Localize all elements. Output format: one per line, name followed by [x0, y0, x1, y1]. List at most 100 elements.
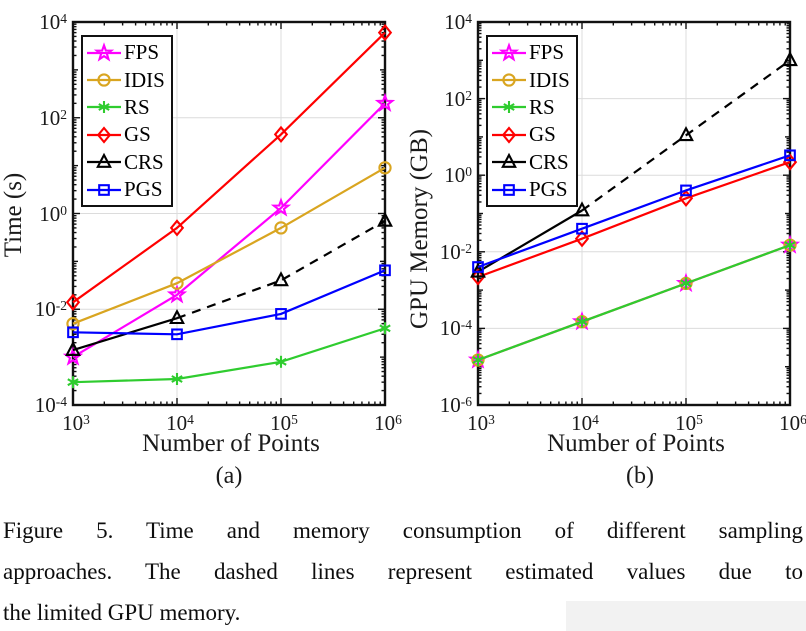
legend-b: FPS IDIS RS GS CRS PGS: [486, 35, 578, 208]
triangle-marker: [169, 308, 185, 325]
legend-item-fps: FPS: [87, 39, 165, 66]
legend-label: GS: [124, 122, 151, 147]
asterisk-swatch-icon: [87, 101, 121, 114]
series-rs: [67, 322, 391, 389]
x-tick-label: 105: [675, 411, 703, 435]
circle-swatch-icon: [87, 73, 121, 87]
circle-marker: [170, 276, 184, 290]
asterisk-marker: [576, 315, 588, 328]
figure-caption: Figure 5. Time and memory consumption of…: [3, 510, 803, 631]
plot-area-a: [62, 20, 396, 407]
x-tick-label: 105: [270, 411, 298, 435]
asterisk-marker: [67, 376, 79, 389]
diamond-swatch-icon: [87, 126, 121, 144]
legend-item-rs: RS: [87, 94, 165, 121]
artifact-box: [566, 601, 806, 631]
triangle-marker: [65, 340, 81, 356]
square-marker: [503, 183, 515, 196]
subfigure-label-b: (b): [626, 463, 654, 489]
circle-swatch-icon: [492, 73, 526, 87]
square-marker: [576, 222, 588, 235]
gridlines: [478, 22, 790, 405]
square-marker: [680, 184, 692, 197]
diamond-swatch-icon: [492, 126, 526, 144]
y-tick-label: 102: [444, 86, 472, 111]
legend-item-gs: GS: [492, 121, 570, 148]
square-marker: [98, 183, 110, 196]
legend-label: IDIS: [529, 67, 570, 92]
series-rs: [472, 239, 796, 366]
caption-line-1: Figure 5. Time and memory consumption of…: [3, 518, 803, 543]
x-axis-label-a: Number of Points: [142, 430, 320, 457]
diamond-marker: [96, 126, 112, 144]
y-tick-label: 100: [39, 201, 67, 226]
y-tick-label: 10-4: [34, 393, 67, 417]
x-tick-label: 104: [571, 411, 599, 435]
legend-label: CRS: [529, 149, 569, 174]
legend-item-rs: RS: [492, 94, 570, 121]
pentagram-swatch-icon: [492, 41, 526, 62]
y-axis-label-gpu-memory: GPU Memory (GB): [406, 129, 433, 329]
circle-marker: [97, 73, 111, 87]
caption-line-2: approaches. The dashed lines represent e…: [3, 559, 803, 584]
x-tick-label: 103: [467, 411, 495, 435]
legend-label: PGS: [529, 177, 568, 202]
plot-border: [476, 20, 792, 407]
triangle-marker: [470, 262, 486, 278]
asterisk-marker: [680, 277, 692, 290]
diamond-marker: [501, 126, 517, 144]
legend-label: PGS: [124, 177, 163, 202]
diamond-marker: [169, 219, 185, 237]
circle-marker: [66, 317, 80, 331]
legend-label: IDIS: [124, 67, 165, 92]
legend-item-idis: IDIS: [87, 66, 165, 93]
legend-label: GS: [529, 122, 556, 147]
y-axis-label-time: Time (s): [0, 172, 27, 258]
x-tick-label: 106: [374, 411, 402, 435]
triangle-marker: [678, 126, 694, 142]
circle-marker: [378, 161, 392, 175]
triangle-marker: [377, 211, 393, 227]
triangle-marker: [96, 152, 112, 169]
legend-label: RS: [124, 94, 150, 119]
y-tick-label: 102: [39, 105, 67, 130]
legend-label: RS: [529, 94, 555, 119]
legend-a: FPS IDIS RS GS CRS PGS: [81, 35, 173, 208]
caption-line-3: the limited GPU memory.: [3, 600, 241, 625]
series-idis: [66, 161, 392, 331]
asterisk-marker: [503, 101, 515, 114]
square-swatch-icon: [492, 183, 526, 196]
x-tick-label: 104: [166, 411, 194, 435]
charts-canvas: [62, 20, 801, 407]
legend-item-crs: CRS: [492, 149, 570, 176]
x-tick-label: 103: [62, 411, 90, 435]
y-tick-label: 104: [39, 10, 67, 34]
legend-label: FPS: [529, 40, 565, 65]
legend-item-pgs: PGS: [87, 176, 165, 203]
series-pgs: [472, 149, 796, 273]
asterisk-marker: [171, 373, 183, 385]
legend-item-gs: GS: [87, 121, 165, 148]
legend-item-idis: IDIS: [492, 66, 570, 93]
legend-item-pgs: PGS: [492, 176, 570, 203]
diamond-marker: [65, 293, 81, 311]
y-tick-label: 10-4: [439, 316, 472, 341]
triangle-swatch-icon: [87, 152, 121, 169]
asterisk-marker: [275, 355, 287, 368]
legend-item-fps: FPS: [492, 39, 570, 66]
square-marker: [171, 328, 183, 341]
square-swatch-icon: [87, 183, 121, 196]
pentagram-marker: [374, 92, 396, 112]
triangle-marker: [574, 201, 590, 217]
pentagram-marker: [93, 41, 115, 62]
plot-area-b: [467, 20, 801, 407]
asterisk-marker: [784, 239, 796, 252]
square-marker: [275, 308, 287, 320]
circle-marker: [502, 73, 516, 87]
diamond-marker: [470, 268, 486, 286]
series-gs: [65, 23, 393, 311]
pentagram-marker: [498, 41, 520, 62]
x-tick-label: 106: [779, 411, 806, 435]
y-tick-label: 100: [444, 163, 472, 188]
square-marker: [784, 149, 796, 162]
